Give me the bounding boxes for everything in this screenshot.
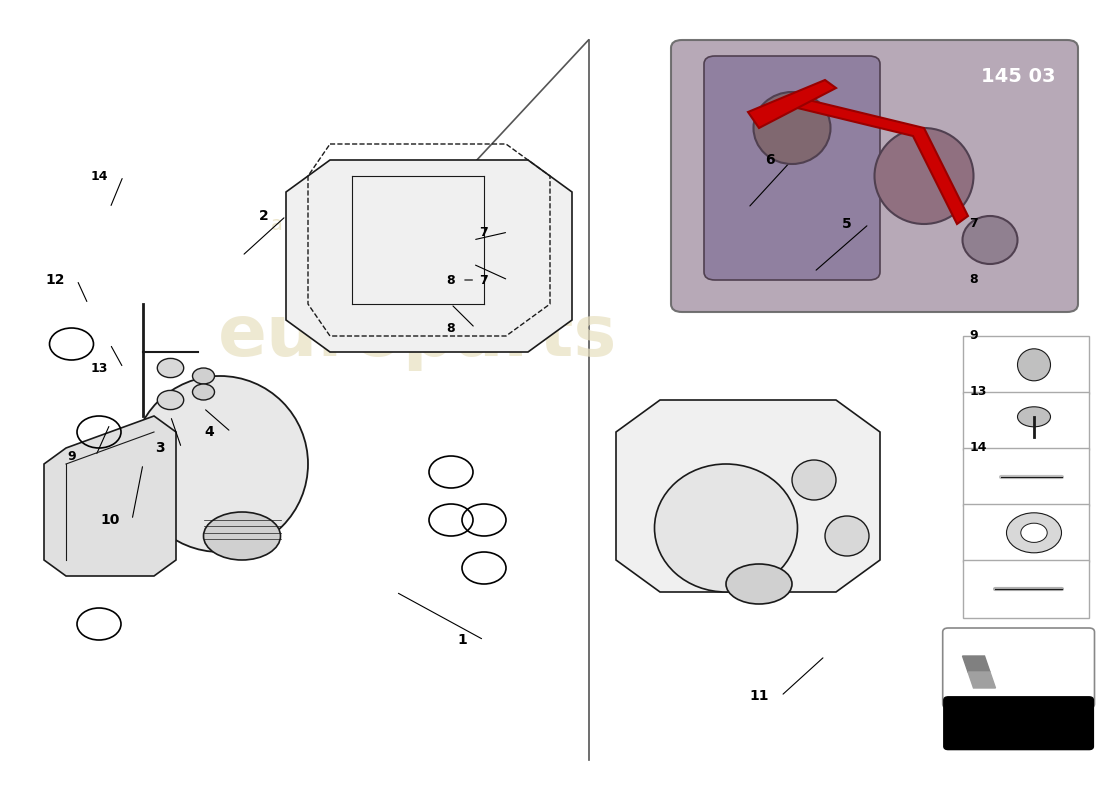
Ellipse shape [654,464,798,592]
Polygon shape [968,672,996,688]
Text: a passion for parts since 1990: a passion for parts since 1990 [271,214,565,234]
FancyBboxPatch shape [704,56,880,280]
Polygon shape [616,400,880,592]
Text: 12: 12 [45,273,65,287]
Polygon shape [781,96,968,224]
Text: 9: 9 [67,450,76,462]
Text: 11: 11 [749,689,769,703]
Text: 3: 3 [155,441,164,455]
FancyBboxPatch shape [943,628,1094,708]
Text: 9: 9 [969,329,978,342]
Circle shape [1021,523,1047,542]
Ellipse shape [962,216,1018,264]
Text: 7: 7 [969,218,978,230]
Text: 8: 8 [447,322,455,334]
Text: 13: 13 [90,362,108,374]
FancyBboxPatch shape [671,40,1078,312]
Text: 14: 14 [969,442,987,454]
Circle shape [157,358,184,378]
Text: 8: 8 [447,274,455,286]
Text: 7: 7 [480,226,488,238]
Ellipse shape [825,516,869,556]
FancyBboxPatch shape [962,504,1089,562]
Ellipse shape [754,92,830,164]
Circle shape [157,390,184,410]
Text: 5: 5 [843,217,851,231]
Text: 2: 2 [260,209,268,223]
Polygon shape [286,160,572,352]
Circle shape [1006,513,1062,553]
Text: 7: 7 [480,274,488,286]
Ellipse shape [1018,406,1050,427]
Circle shape [192,384,215,400]
Polygon shape [748,80,836,128]
Text: 10: 10 [100,513,120,527]
Ellipse shape [1018,349,1050,381]
Text: 1: 1 [458,633,466,647]
FancyBboxPatch shape [962,392,1089,450]
FancyBboxPatch shape [962,560,1089,618]
Text: 8: 8 [969,273,978,286]
FancyBboxPatch shape [962,448,1089,506]
Circle shape [192,368,215,384]
FancyBboxPatch shape [962,336,1089,394]
Text: 4: 4 [205,425,213,439]
Text: 13: 13 [969,385,987,398]
Polygon shape [44,416,176,576]
Polygon shape [962,656,990,672]
Ellipse shape [726,564,792,604]
Ellipse shape [204,512,280,560]
Text: 145 03: 145 03 [981,67,1056,86]
Text: 6: 6 [766,153,774,167]
Text: 14: 14 [90,170,108,182]
Ellipse shape [132,376,308,552]
FancyBboxPatch shape [944,697,1093,750]
Ellipse shape [792,460,836,500]
Ellipse shape [874,128,974,224]
Text: europarts: europarts [218,302,618,370]
